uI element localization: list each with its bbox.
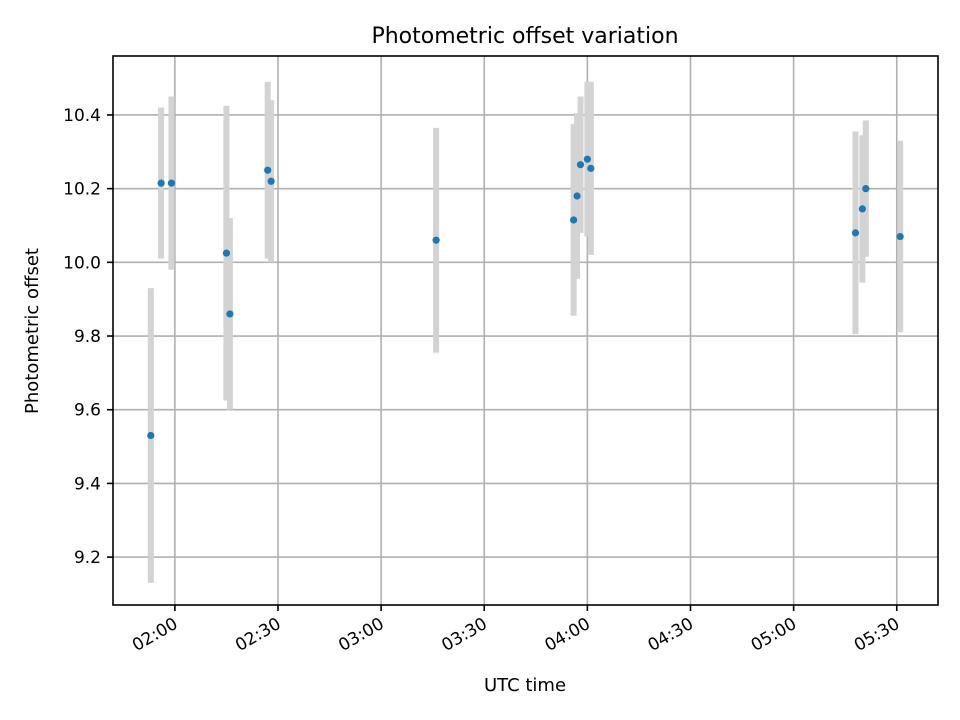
- x-tick-label: 05:30: [851, 614, 903, 656]
- x-axis-ticks: 02:00 02:30 03:00 03:30 04:00 04:30 05:00 05:30: [129, 605, 903, 656]
- x-axis-label: UTC time: [484, 675, 566, 696]
- y-tick-label: 9.4: [74, 474, 101, 494]
- data-point: [167, 179, 176, 187]
- data-point: [851, 229, 860, 237]
- error-bars: [147, 81, 904, 583]
- data-point: [264, 166, 272, 174]
- data-point: [862, 185, 870, 193]
- data-point: [576, 161, 585, 169]
- x-tick-label: 02:00: [129, 614, 181, 656]
- y-tick-label: 10.0: [63, 253, 101, 273]
- data-point: [157, 179, 165, 187]
- y-tick-label: 9.6: [74, 401, 101, 421]
- x-tick-label: 05:00: [748, 614, 800, 656]
- x-tick-label: 03:00: [335, 614, 387, 656]
- data-point: [147, 431, 155, 440]
- grid: [113, 56, 938, 605]
- x-tick-label: 02:30: [232, 614, 284, 656]
- data-point: [222, 249, 231, 257]
- x-tick-label: 04:00: [541, 614, 593, 656]
- data-point: [226, 310, 234, 318]
- y-axis-label: Photometric offset: [22, 248, 43, 414]
- y-axis-ticks: 9.2 9.4 9.6 9.8 10.0 10.2 10.4: [63, 106, 113, 568]
- y-tick-label: 9.2: [74, 548, 101, 568]
- chart-title: Photometric offset variation: [371, 24, 678, 49]
- x-tick-label: 03:30: [438, 614, 490, 656]
- y-tick-label: 10.4: [63, 106, 101, 126]
- data-point: [896, 232, 904, 241]
- data-point: [587, 164, 595, 172]
- data-point: [583, 155, 591, 163]
- data-points: [147, 155, 904, 440]
- data-point: [267, 177, 275, 185]
- data-point: [570, 216, 578, 224]
- y-tick-label: 10.2: [63, 180, 101, 200]
- data-point: [573, 192, 581, 200]
- x-tick-label: 04:30: [645, 614, 697, 656]
- axes-frame: [112, 55, 939, 606]
- data-point: [432, 236, 440, 244]
- data-point: [858, 205, 866, 213]
- y-tick-label: 9.8: [74, 327, 101, 347]
